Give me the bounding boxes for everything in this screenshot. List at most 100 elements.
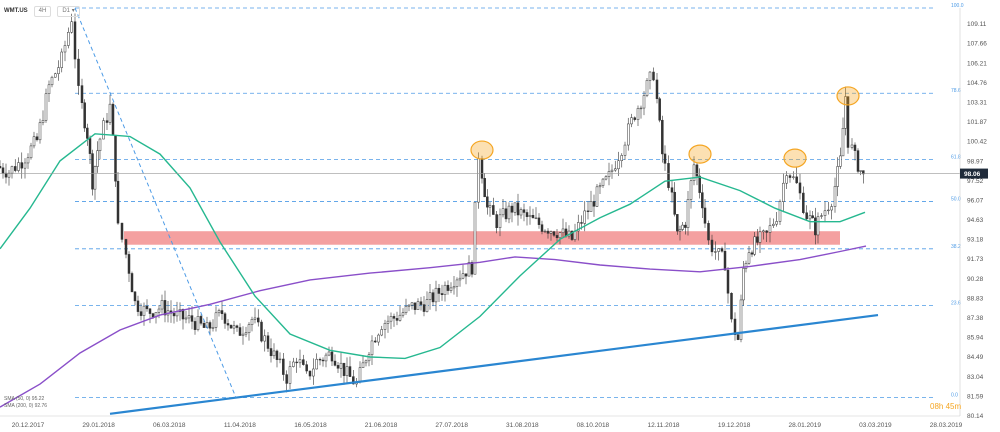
candle-body bbox=[733, 318, 737, 335]
chart-style-selector[interactable]: D1 ▾ bbox=[57, 5, 80, 17]
candle-body bbox=[193, 321, 197, 330]
x-tick-label: 12.11.2018 bbox=[648, 422, 680, 429]
x-tick-label: 16.05.2018 bbox=[294, 422, 327, 429]
candle-body bbox=[678, 229, 682, 232]
candle-body bbox=[407, 304, 411, 307]
candle-body bbox=[257, 317, 260, 323]
candle-body bbox=[235, 325, 239, 328]
x-tick-label: 31.08.2018 bbox=[506, 422, 539, 429]
y-axis: 109.11 107.66 106.21 104.76 103.31 101.87 100.… bbox=[959, 8, 987, 420]
candle-body bbox=[392, 316, 396, 319]
candle-body bbox=[339, 362, 343, 369]
x-tick-label: 27.07.2018 bbox=[435, 422, 468, 429]
candlestick-series bbox=[0, 13, 865, 393]
candle-body bbox=[689, 180, 693, 200]
timeframe-selector[interactable]: 4H bbox=[33, 5, 52, 17]
candle-body bbox=[136, 300, 140, 312]
candle-body bbox=[676, 214, 679, 232]
candle-body bbox=[14, 166, 17, 171]
candle-body bbox=[345, 366, 349, 376]
x-tick-label: 11.04.2018 bbox=[224, 422, 256, 429]
candle-body bbox=[88, 138, 92, 154]
candle-body bbox=[288, 366, 292, 384]
candle-body bbox=[698, 175, 701, 193]
candle-body bbox=[814, 217, 817, 236]
candle-body bbox=[114, 134, 117, 182]
candle-body bbox=[470, 262, 474, 275]
candle-body bbox=[792, 176, 795, 178]
candle-body bbox=[788, 175, 792, 178]
candle-body bbox=[133, 291, 137, 302]
candle-body bbox=[330, 351, 334, 362]
candle-body bbox=[47, 84, 51, 95]
fib-level-label: 61.8 bbox=[951, 155, 961, 161]
candle-body bbox=[422, 304, 426, 312]
candle-body bbox=[736, 334, 740, 340]
current-price-label: 98.06 bbox=[960, 168, 988, 179]
price-label-text: 98.06 bbox=[964, 171, 981, 178]
sma200-legend[interactable]: SMA (200, 0) 92.76 bbox=[4, 403, 48, 409]
candle-body bbox=[661, 119, 664, 155]
candle-body bbox=[495, 214, 498, 228]
candle-body bbox=[458, 277, 462, 281]
candle-body bbox=[811, 215, 814, 219]
candle-body bbox=[558, 232, 562, 239]
y-tick-label: 104.76 bbox=[967, 80, 987, 87]
candle-body bbox=[50, 76, 54, 86]
candle-body bbox=[275, 350, 279, 360]
candle-body bbox=[431, 292, 435, 303]
candle-body bbox=[498, 214, 502, 228]
x-tick-label: 29.01.2018 bbox=[82, 422, 115, 429]
candle-body bbox=[93, 166, 97, 190]
candle-body bbox=[263, 335, 266, 342]
y-tick-label: 100.42 bbox=[967, 139, 987, 146]
candle-body bbox=[285, 374, 288, 384]
candle-body bbox=[29, 145, 33, 159]
candle-body bbox=[846, 96, 850, 148]
candle-body bbox=[795, 176, 798, 184]
candle-body bbox=[116, 180, 120, 224]
candle-body bbox=[830, 206, 833, 211]
candle-body bbox=[695, 164, 699, 177]
candle-body bbox=[595, 186, 599, 207]
fib-level-label: 38.2 bbox=[951, 244, 961, 250]
candle-body bbox=[440, 293, 444, 295]
candle-body bbox=[658, 98, 661, 121]
fib-level-label: 100.0 bbox=[951, 3, 964, 9]
candle-body bbox=[742, 268, 745, 301]
symbol-label[interactable]: WMT.US bbox=[4, 8, 28, 14]
sma50-line bbox=[0, 133, 866, 360]
candle-body bbox=[295, 361, 298, 364]
candle-body bbox=[0, 166, 2, 169]
candle-body bbox=[7, 172, 11, 178]
candle-body bbox=[537, 217, 541, 225]
y-tick-label: 109.11 bbox=[967, 21, 987, 28]
indicator-legend: SMA (50, 0) 95.22 SMA (200, 0) 92.76 bbox=[4, 396, 47, 410]
highlight-circle bbox=[836, 86, 860, 106]
x-tick-label: 06.03.2018 bbox=[153, 422, 186, 429]
candle-body bbox=[443, 284, 447, 295]
fib-level-label: 50.0 bbox=[951, 196, 961, 202]
candle-body bbox=[308, 370, 312, 377]
y-tick-label: 107.66 bbox=[967, 41, 987, 48]
candle-body bbox=[416, 301, 420, 310]
candle-body bbox=[486, 196, 489, 208]
candle-body bbox=[105, 120, 109, 123]
candle-body bbox=[604, 176, 608, 180]
fibonacci-retracement: 100.0 78.6 61.8 50.0 38.2 23.6 0.0 bbox=[75, 3, 964, 399]
candle-body bbox=[859, 170, 862, 172]
candle-body bbox=[758, 231, 762, 243]
candle-body bbox=[336, 365, 340, 369]
candle-body bbox=[744, 262, 748, 269]
candle-body bbox=[20, 162, 23, 169]
x-tick-label: 28.03.2019 bbox=[930, 422, 963, 429]
candle-body bbox=[437, 287, 441, 294]
candle-body bbox=[333, 360, 337, 366]
candle-body bbox=[60, 51, 63, 68]
candle-body bbox=[98, 138, 102, 152]
highlight-circle bbox=[783, 148, 807, 168]
sma50-legend[interactable]: SMA (50, 0) 95.22 bbox=[4, 396, 45, 402]
fib-level-label: 0.0 bbox=[951, 393, 958, 399]
candle-body bbox=[552, 231, 556, 236]
